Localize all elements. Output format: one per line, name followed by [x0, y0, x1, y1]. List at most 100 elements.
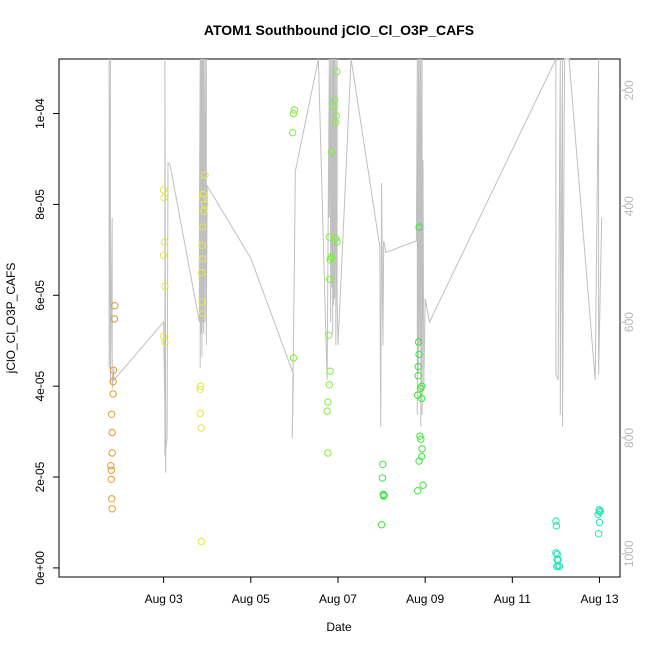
x-tick-label: Aug 05: [232, 592, 270, 606]
data-point: [160, 238, 169, 246]
data-point: [378, 474, 387, 482]
y-tick-label: 8e-05: [33, 189, 47, 220]
data-point: [109, 366, 118, 374]
data-point: [199, 190, 208, 199]
data-point: [414, 372, 422, 380]
pressure-trace-layer: [108, 58, 603, 473]
data-point: [159, 186, 168, 194]
data-point: [326, 367, 334, 375]
data-point: [198, 241, 206, 250]
pressure-trace-line: [108, 58, 603, 473]
data-point: [108, 428, 116, 437]
data-point: [289, 109, 298, 118]
data-point: [109, 377, 117, 386]
data-point: [288, 128, 297, 137]
data-point: [332, 112, 340, 120]
data-point: [415, 350, 423, 359]
data-point: [327, 253, 335, 261]
data-point: [325, 381, 333, 389]
data-point: [416, 432, 424, 440]
y2-tick-label: 400: [622, 196, 636, 216]
plot-frame: [58, 58, 621, 578]
data-point: [107, 475, 116, 483]
data-point: [552, 549, 560, 557]
data-point: [330, 96, 339, 104]
data-point: [379, 460, 387, 468]
data-point: [333, 68, 341, 76]
data-point: [323, 407, 331, 415]
data-point: [324, 449, 332, 457]
y-axis: 0e+00 2e-05 4e-05 6e-05 8e-05 1e-04: [33, 98, 59, 585]
data-point: [552, 522, 561, 530]
data-point: [107, 462, 115, 470]
x-tick-label: Aug 03: [145, 592, 183, 606]
x-tick-label: Aug 07: [319, 592, 357, 606]
data-point: [326, 275, 334, 284]
data-point: [418, 445, 426, 453]
data-point: [333, 238, 341, 246]
data-point: [196, 385, 204, 393]
data-point: [109, 390, 117, 398]
data-point: [552, 517, 560, 525]
data-point: [198, 255, 207, 263]
data-point: [417, 435, 425, 443]
data-point: [289, 354, 298, 362]
data-point: [326, 256, 334, 264]
data-point: [418, 382, 426, 390]
data-point: [160, 193, 168, 202]
data-point: [418, 452, 426, 461]
data-point: [161, 338, 169, 346]
data-point: [108, 449, 116, 457]
data-point: [377, 521, 386, 529]
data-point: [418, 394, 426, 403]
data-point: [324, 398, 332, 406]
data-point: [197, 537, 206, 546]
data-point: [414, 362, 422, 371]
data-point: [380, 491, 388, 499]
y2-tick-label: 600: [622, 312, 636, 332]
y2-tick-label: 1000: [622, 540, 636, 567]
y-tick-label: 2e-05: [33, 461, 47, 492]
data-point: [595, 506, 603, 514]
data-point: [329, 103, 338, 111]
data-point: [594, 530, 603, 538]
data-point: [107, 466, 116, 474]
data-point: [196, 409, 204, 418]
data-point: [199, 223, 207, 231]
y-tick-label: 6e-05: [33, 280, 47, 311]
data-point: [328, 254, 336, 262]
y-tick-label: 0e+00: [33, 551, 47, 585]
x-tick-label: Aug 09: [406, 592, 444, 606]
right-y-axis: 200 400 600 800 1000: [620, 80, 636, 567]
data-point: [415, 223, 423, 231]
x-axis: Aug 03 Aug 05 Aug 07 Aug 09 Aug 11 Aug 13: [145, 577, 619, 606]
y-tick-label: 4e-05: [33, 370, 47, 401]
data-point: [419, 481, 427, 489]
y2-tick-label: 800: [622, 428, 636, 448]
data-point: [379, 490, 387, 498]
data-point: [555, 562, 564, 571]
data-point: [111, 302, 119, 310]
chart-title: ATOM1 Southbound jClO_Cl_O3P_CAFS: [204, 22, 474, 38]
data-point: [108, 410, 116, 418]
data-point: [332, 234, 340, 243]
data-point: [108, 495, 116, 503]
x-tick-label: Aug 13: [580, 592, 618, 606]
data-point: [554, 556, 562, 564]
x-tick-label: Aug 11: [494, 592, 531, 606]
data-point: [159, 251, 168, 260]
data-point: [197, 424, 205, 432]
data-point: [161, 282, 169, 290]
data-point: [198, 298, 206, 306]
data-point: [199, 309, 207, 318]
data-point: [553, 550, 561, 558]
y2-tick-label: 200: [622, 80, 636, 100]
y-tick-label: 1e-04: [33, 98, 47, 129]
data-point: [596, 507, 605, 515]
data-point: [197, 268, 206, 277]
data-point: [290, 106, 299, 114]
y-axis-label: jClO_Cl_O3P_CAFS: [4, 263, 18, 375]
data-point: [197, 382, 205, 390]
data-point: [201, 171, 209, 179]
